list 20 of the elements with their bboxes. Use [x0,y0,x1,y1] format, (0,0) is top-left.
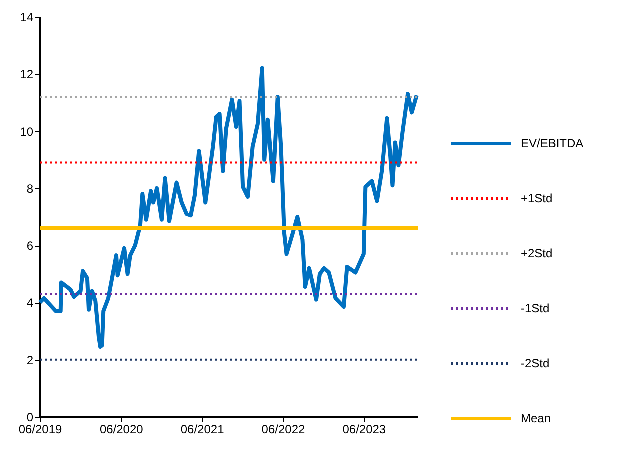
line-series [38,66,419,349]
y-tick-label: 0 [26,410,34,424]
x-tick-label: 06/2019 [18,422,63,436]
y-tick-label: 6 [26,239,34,254]
x-tick-label: 06/2021 [180,422,225,436]
legend-label: Mean [521,412,552,426]
x-tick-label: 06/2020 [100,422,144,436]
legend-label: +1Std [521,192,553,206]
legend-label: -2Std [521,356,550,370]
legend-label: -1Std [521,302,550,316]
y-tick-label: 2 [26,353,34,368]
y-tick-label: 12 [20,68,34,82]
y-tick-label: 10 [20,124,34,139]
legend-label: +2Std [521,246,553,260]
legend-label: EV/EBITDA [521,136,584,150]
y-tick-label: 4 [26,296,34,310]
y-tick-label: 14 [20,10,34,24]
x-tick-label: 06/2022 [262,422,306,436]
y-tick-label: 8 [26,182,34,196]
x-tick-label: 06/2023 [342,422,386,436]
